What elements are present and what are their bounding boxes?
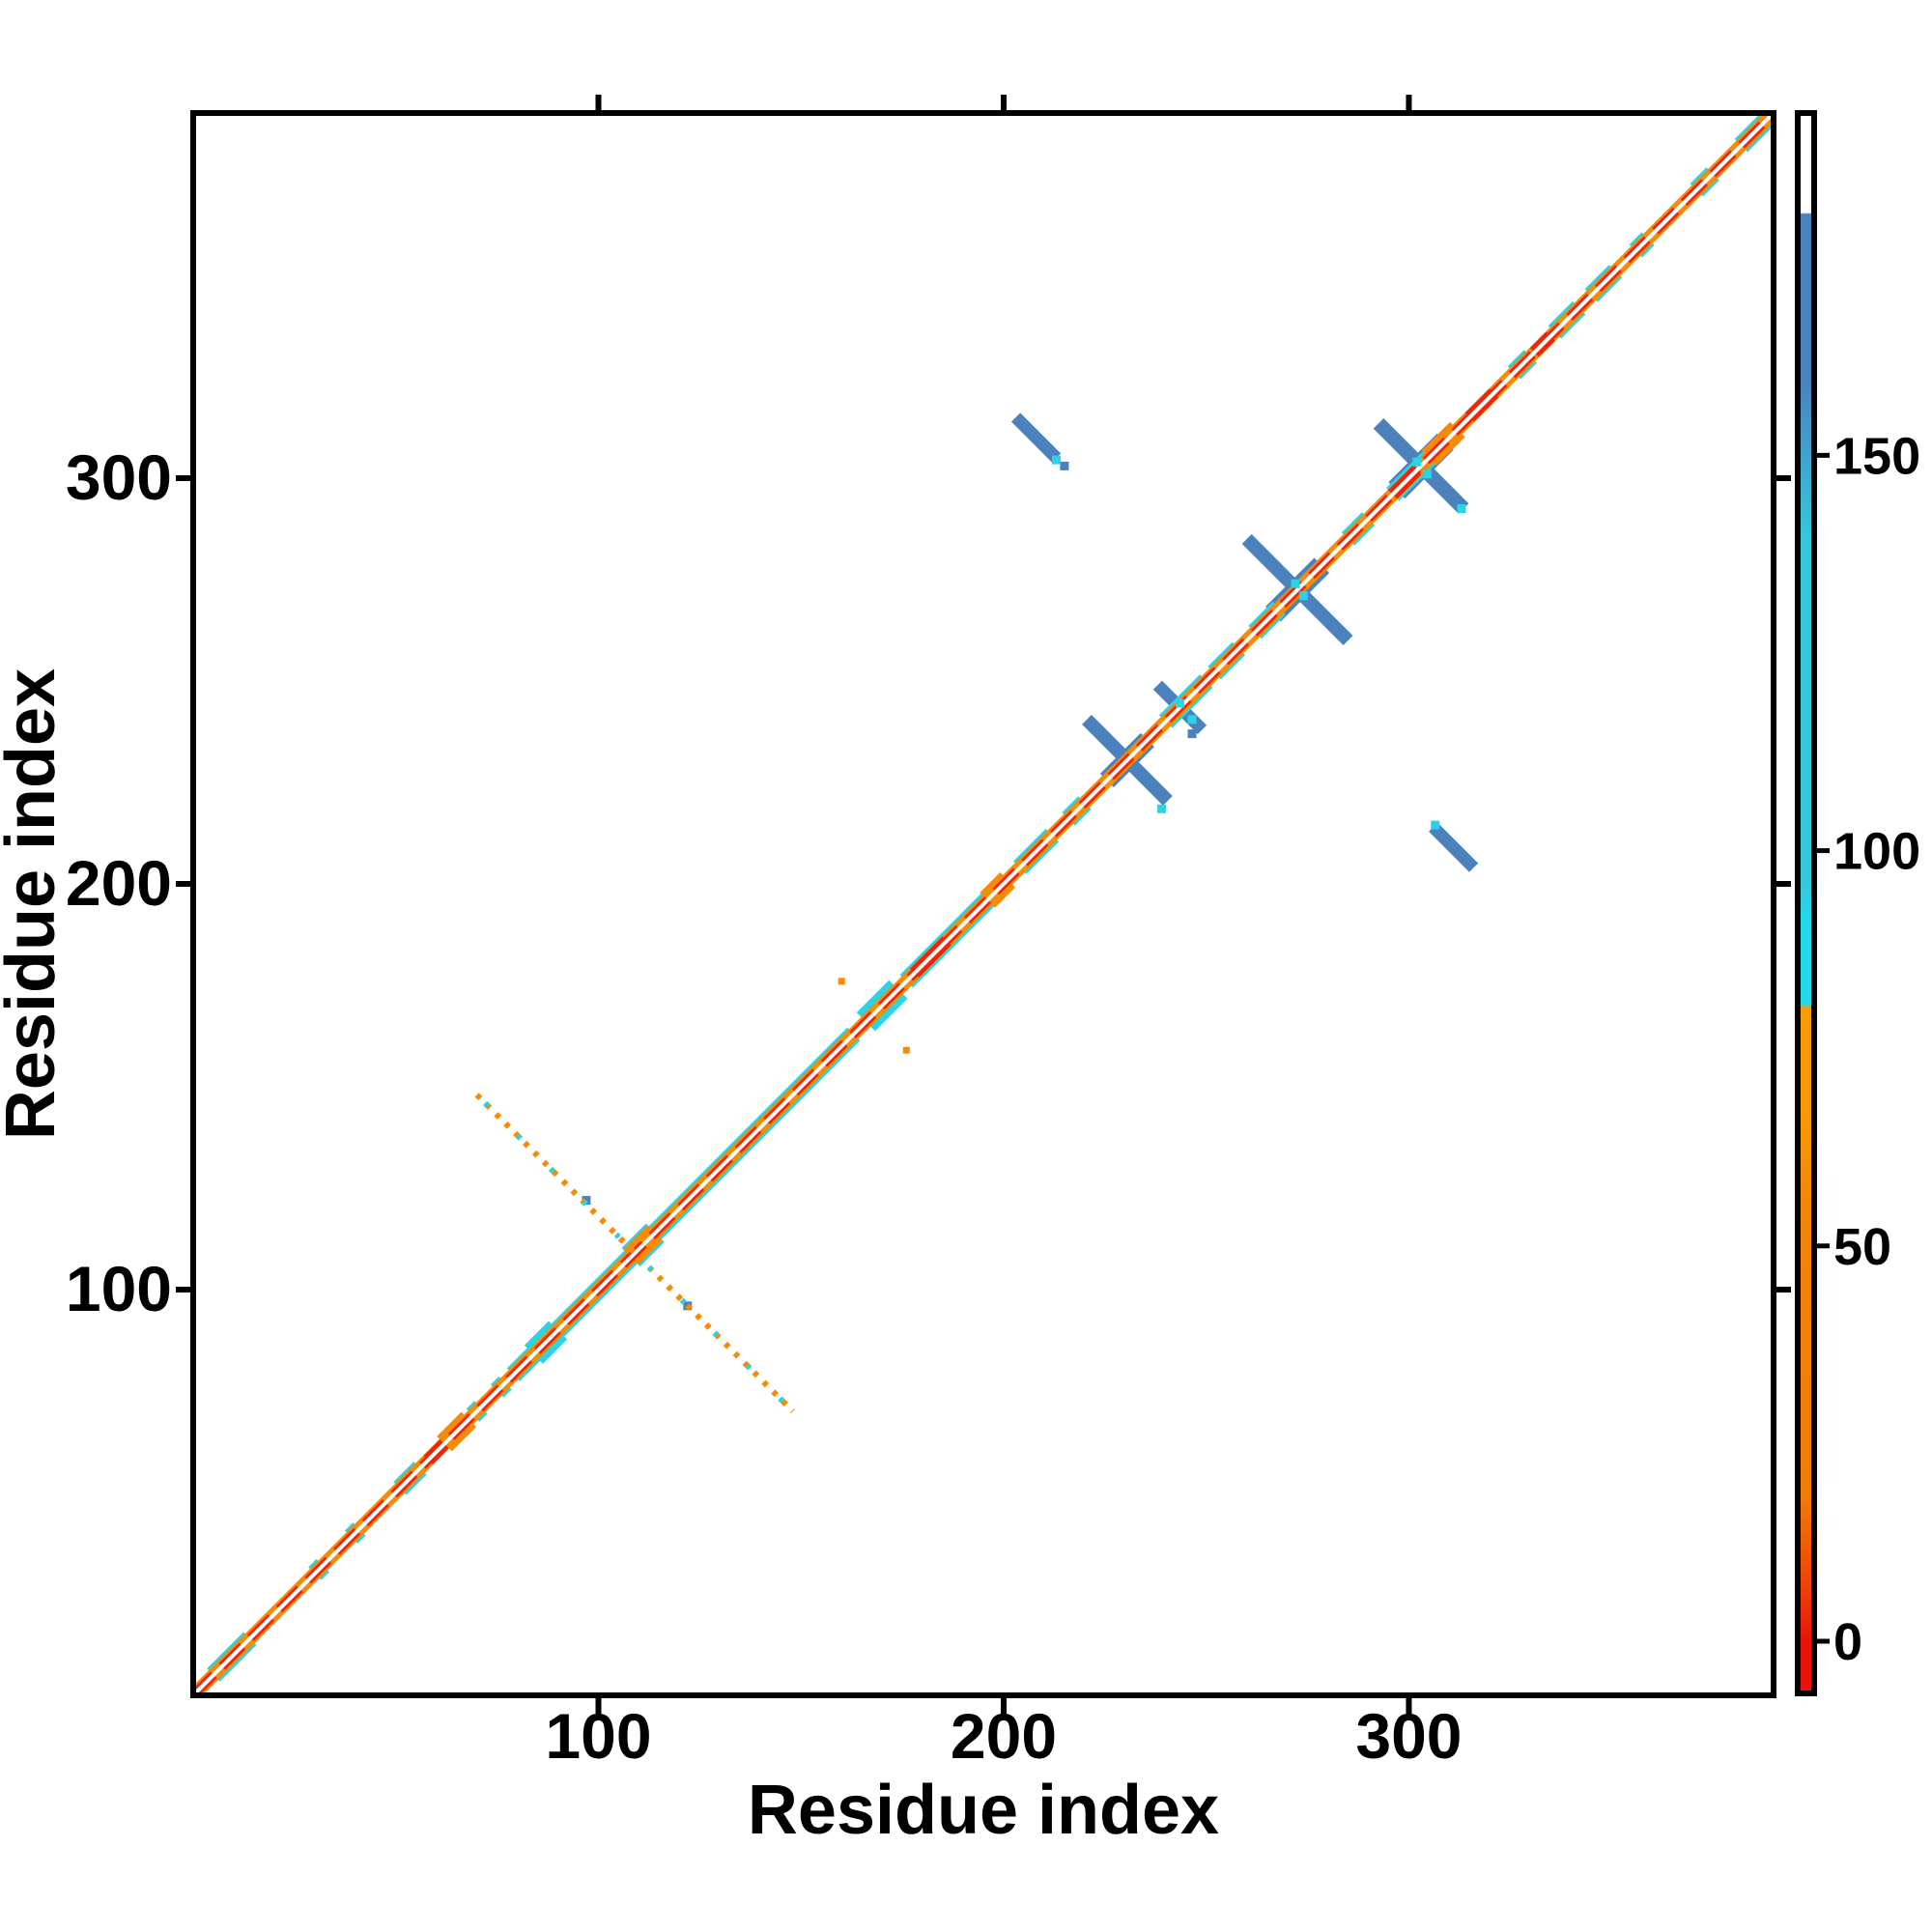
y-tick-label: 200: [66, 847, 172, 919]
cyan-dot: [1157, 804, 1167, 813]
y-axis-title: Residue index: [0, 668, 70, 1140]
colorbar-tick-label: 150: [1833, 427, 1920, 485]
blue-dot: [1060, 461, 1069, 470]
colorbar-bar: [1795, 110, 1817, 1696]
colorbar: 0 50 100 150: [1795, 110, 1920, 1696]
cyan-dot: [1422, 469, 1432, 479]
colorbar-tick-labels: 0 50 100 150: [1833, 427, 1920, 1671]
blue-streak: [1010, 412, 1062, 463]
cyan-dot: [1291, 579, 1300, 588]
cyan-dot: [1187, 715, 1197, 724]
plot-border: [190, 110, 1776, 1698]
blue-streak: [1429, 822, 1479, 872]
cyan-dot: [1412, 457, 1422, 467]
colorbar-tick-label: 0: [1833, 1613, 1862, 1671]
x-tick-label: 200: [951, 1700, 1057, 1772]
cyan-dot: [1298, 591, 1308, 601]
orange-speck: [902, 1046, 910, 1054]
cyan-dot: [1431, 820, 1440, 830]
y-tick-label: 100: [66, 1253, 172, 1324]
y-tick-label: 300: [66, 441, 172, 513]
diagonal-band-layer: [196, 116, 1771, 1692]
x-tick-label: 100: [545, 1700, 651, 1772]
x-axis-title: Residue index: [748, 1772, 1219, 1849]
blue-dot: [1187, 729, 1197, 739]
axis-tick-labels: 100 200 300 100 200 300: [66, 441, 1463, 1772]
cyan-dot: [1457, 504, 1466, 513]
colorbar-ticks: [1816, 452, 1830, 1644]
band-white-center: [196, 116, 1771, 1692]
blue-streak: [1134, 767, 1171, 804]
speck-layer: [474, 455, 1466, 1414]
colorbar-tick-label: 100: [1833, 823, 1920, 881]
x-tick-label: 300: [1355, 1700, 1462, 1772]
orange-speck: [838, 978, 845, 985]
cyan-dot: [1175, 698, 1184, 708]
axis-ticks: [176, 95, 1791, 1714]
colorbar-tick-label: 50: [1833, 1218, 1891, 1276]
cyan-dot: [1052, 455, 1062, 465]
